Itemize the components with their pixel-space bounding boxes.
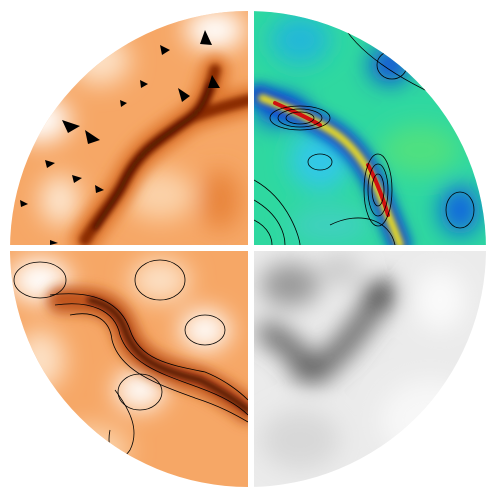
panel-bottom-right xyxy=(254,251,486,487)
arrows xyxy=(20,30,220,245)
ridge xyxy=(47,287,248,423)
panel-top-right xyxy=(254,11,486,245)
ridge xyxy=(70,55,248,245)
contours xyxy=(13,259,248,458)
light-patches xyxy=(10,11,245,230)
panel-top-left xyxy=(10,11,248,245)
panel-bottom-left xyxy=(10,251,248,487)
